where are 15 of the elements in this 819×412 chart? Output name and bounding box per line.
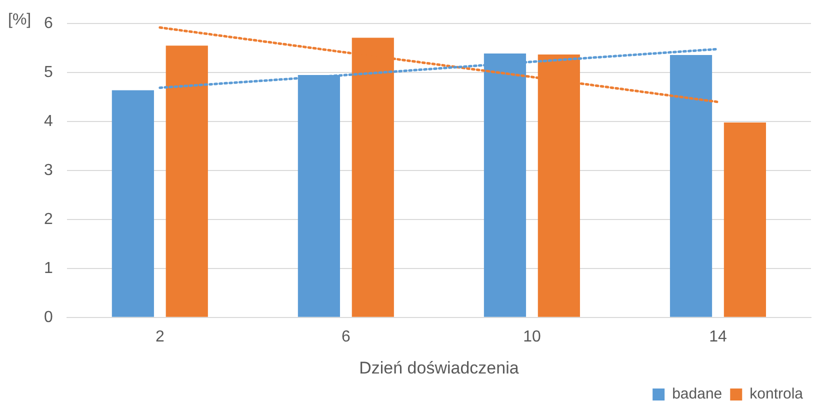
y-tick-label: 1: [44, 260, 53, 277]
y-tick-label: 3: [44, 162, 53, 179]
x-tick-label: 14: [709, 328, 727, 346]
y-tick-label: 6: [44, 15, 53, 32]
y-tick-label: 4: [44, 112, 53, 130]
legend-label: badane: [672, 386, 722, 403]
x-tick-label: 2: [155, 328, 164, 346]
x-axis-title: Dzień doświadczenia: [359, 358, 520, 378]
x-tick-label: 10: [523, 328, 541, 346]
y-tick-label: 2: [44, 210, 53, 228]
y-axis-title: [%]: [8, 11, 32, 28]
y-tick-label: 5: [44, 64, 53, 81]
legend-label: kontrola: [750, 386, 804, 403]
x-tick-label: 6: [341, 328, 350, 346]
y-tick-label: 0: [44, 308, 53, 326]
